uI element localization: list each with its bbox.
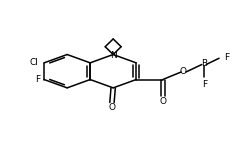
Text: N: N [110,51,117,60]
Text: O: O [180,67,187,76]
Text: O: O [159,97,166,106]
Text: O: O [108,103,115,112]
Text: F: F [202,80,207,89]
Text: B: B [201,59,207,68]
Text: F: F [35,75,40,84]
Text: F: F [224,53,229,62]
Text: Cl: Cl [30,58,39,67]
